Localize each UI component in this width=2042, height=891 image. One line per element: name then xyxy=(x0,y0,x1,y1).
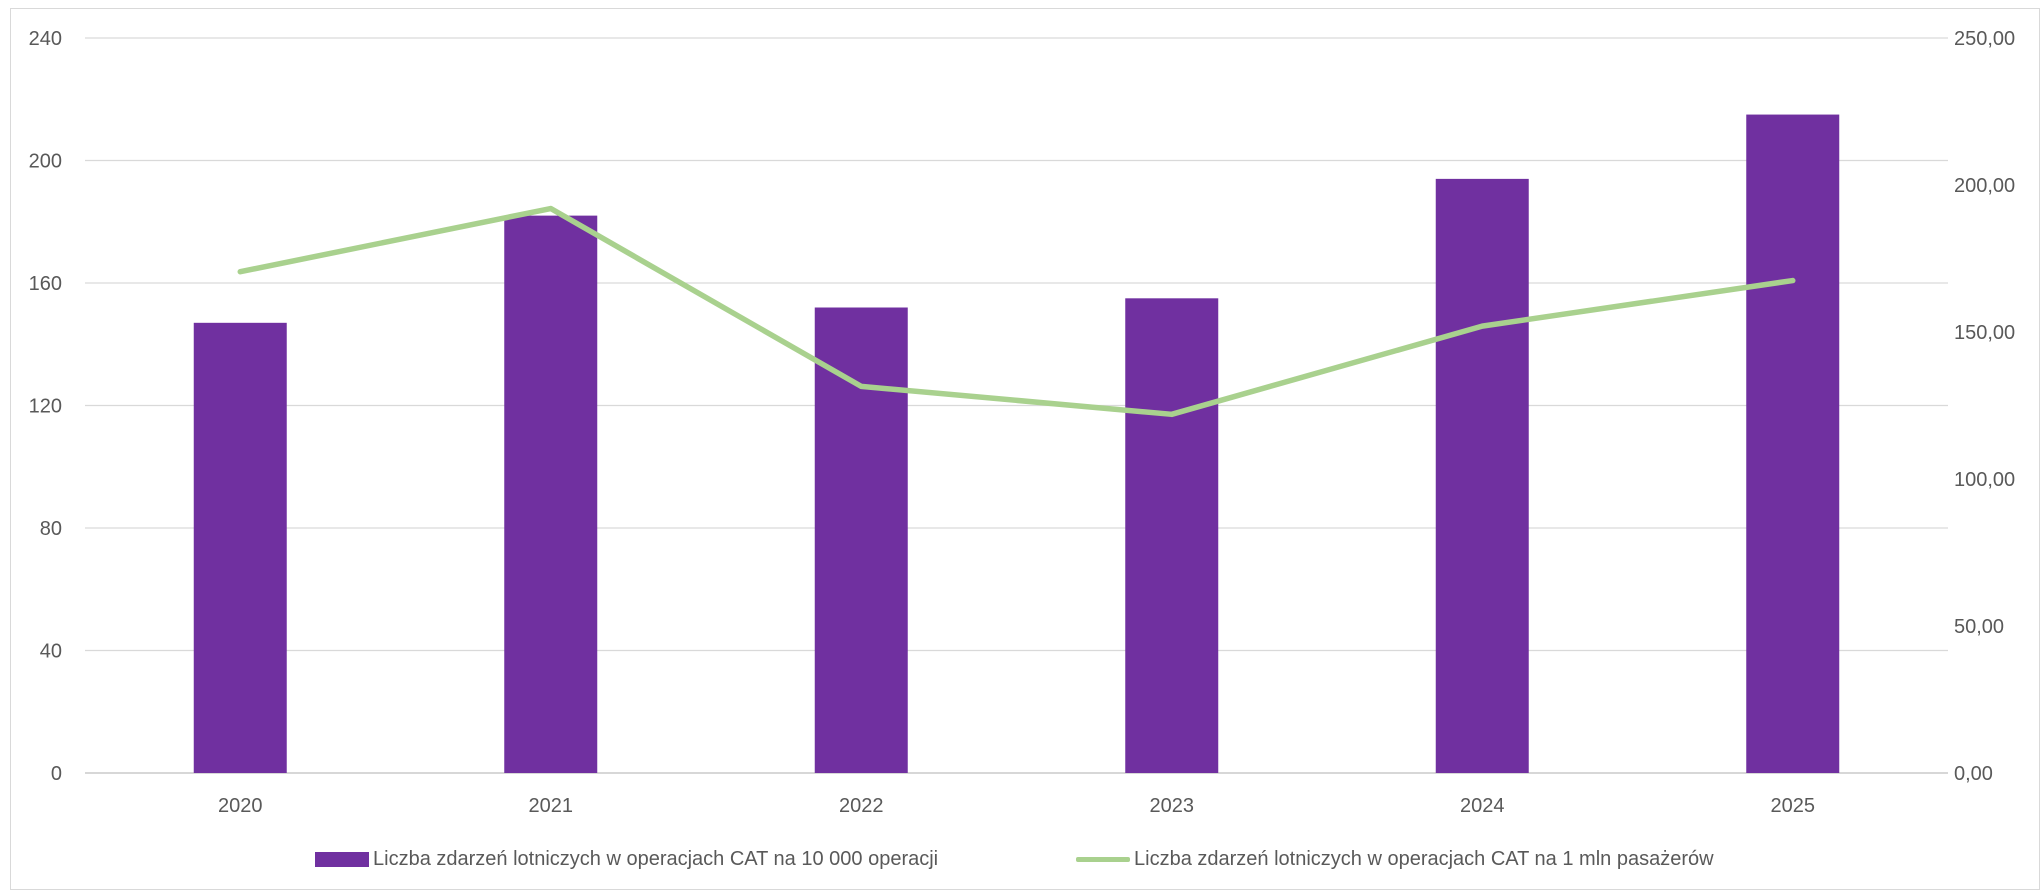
right-axis-tick-label: 250,00 xyxy=(1954,28,2015,50)
x-axis-tick-label: 2020 xyxy=(218,795,263,817)
line-series-path xyxy=(237,205,1796,418)
bar xyxy=(1125,298,1219,773)
right-axis-tick-label: 200,00 xyxy=(1954,175,2015,197)
bar xyxy=(504,215,598,773)
x-axis-labels: 2020 2021 2022 2023 2024 2025 xyxy=(218,795,1815,817)
legend-item-line: Liczba zdarzeń lotniczych w operacjach C… xyxy=(1076,844,1714,874)
bar-series xyxy=(193,114,1840,773)
legend-bar-swatch xyxy=(315,851,369,867)
bar xyxy=(1746,114,1840,773)
legend-item-bars: Liczba zdarzeń lotniczych w operacjach C… xyxy=(315,844,938,874)
x-axis-tick-label: 2022 xyxy=(839,795,884,817)
left-axis-labels: 0 40 80 120 160 200 240 xyxy=(29,28,62,785)
left-axis-tick-label: 160 xyxy=(29,273,62,295)
left-axis-tick-label: 0 xyxy=(51,763,62,785)
bar xyxy=(1435,178,1529,773)
bar xyxy=(193,322,287,773)
x-axis-tick-label: 2023 xyxy=(1150,795,1195,817)
right-axis-tick-label: 50,00 xyxy=(1954,616,2004,638)
bar xyxy=(814,307,908,773)
legend-line-swatch xyxy=(1076,856,1130,862)
right-axis-labels: 0,00 50,00 100,00 150,00 200,00 250,00 xyxy=(1954,28,2015,785)
left-axis-tick-label: 40 xyxy=(40,641,62,663)
right-axis-tick-label: 0,00 xyxy=(1954,763,1993,785)
x-axis-tick-label: 2025 xyxy=(1771,795,1816,817)
chart-area xyxy=(10,8,2040,890)
line-series xyxy=(237,205,1796,418)
right-axis-tick-label: 100,00 xyxy=(1954,469,2015,491)
left-axis-tick-label: 80 xyxy=(40,518,62,540)
legend-label-line: Liczba zdarzeń lotniczych w operacjach C… xyxy=(1134,847,1714,870)
left-axis-tick-label: 200 xyxy=(29,151,62,173)
left-axis-tick-label: 240 xyxy=(29,28,62,50)
legend-label-bars: Liczba zdarzeń lotniczych w operacjach C… xyxy=(373,847,939,870)
x-axis-tick-label: 2021 xyxy=(529,795,574,817)
legend: Liczba zdarzeń lotniczych w operacjach C… xyxy=(0,844,2042,874)
x-axis-tick-label: 2024 xyxy=(1460,795,1505,817)
gridlines xyxy=(85,37,1948,774)
right-axis-tick-label: 150,00 xyxy=(1954,322,2015,344)
left-axis-tick-label: 120 xyxy=(29,396,62,418)
